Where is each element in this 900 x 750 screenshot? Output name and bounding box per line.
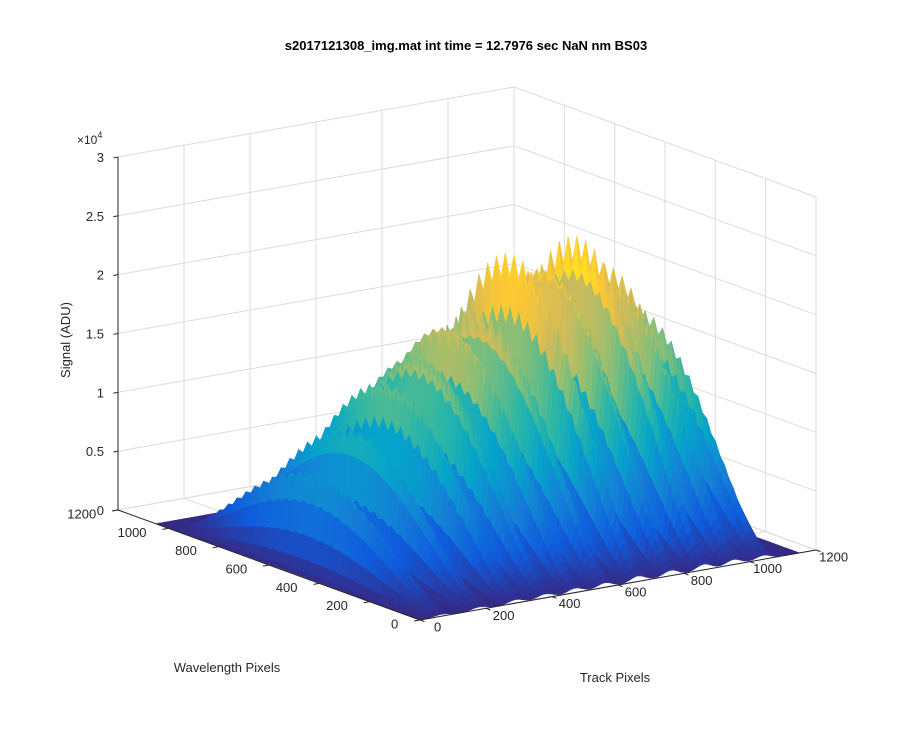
grid-line xyxy=(117,86,817,198)
surface-mesh xyxy=(154,236,801,621)
grid-line xyxy=(117,204,817,316)
grid-line xyxy=(117,145,817,257)
